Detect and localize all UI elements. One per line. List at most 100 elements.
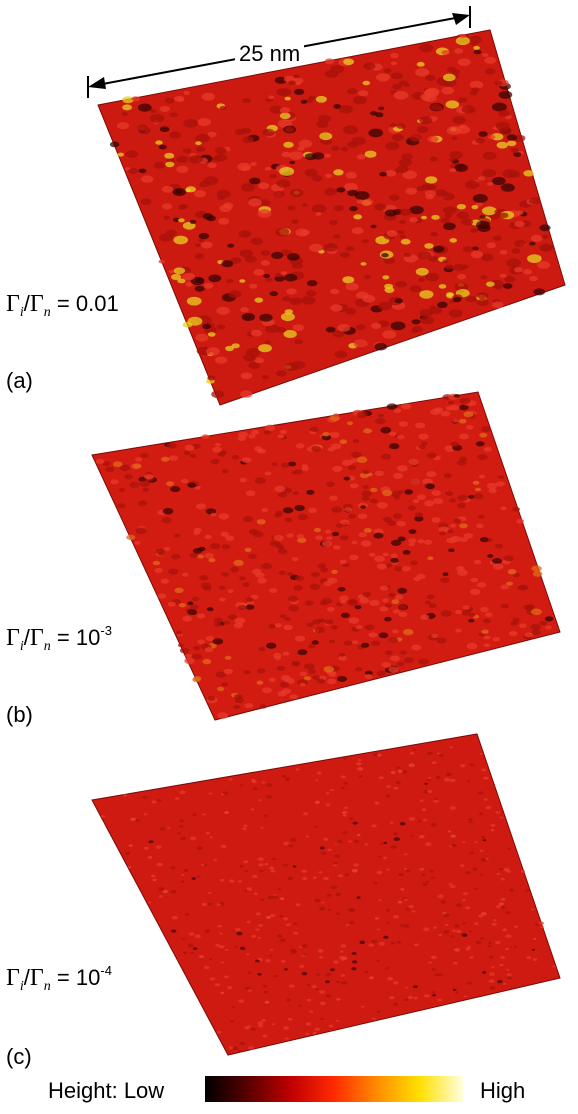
surface-bump xyxy=(182,148,192,154)
surface-bump xyxy=(483,643,491,648)
surface-bump xyxy=(197,875,201,878)
surface-bump xyxy=(279,681,290,688)
surface-bump xyxy=(118,488,126,492)
surface-bump xyxy=(117,152,124,157)
surface-bump xyxy=(264,1000,270,1004)
surface-bump xyxy=(217,712,229,719)
surface-bump xyxy=(530,608,542,616)
surface-bump xyxy=(482,206,497,216)
surface-bump xyxy=(347,189,359,197)
surface-bump xyxy=(288,605,299,612)
surface-bump xyxy=(356,411,368,418)
surface-bump xyxy=(379,171,387,177)
surface-bump xyxy=(390,53,399,59)
surface-bump xyxy=(238,880,243,883)
surface-bump xyxy=(198,232,210,240)
surface-bump xyxy=(488,213,500,220)
surface-bump xyxy=(369,111,378,116)
surface-bump xyxy=(143,813,148,816)
surface-bump xyxy=(193,645,201,651)
surface-bump xyxy=(311,204,327,214)
surface-bump xyxy=(215,147,227,155)
surface-bump xyxy=(364,970,369,974)
surface-bump xyxy=(488,979,495,983)
surface-bump xyxy=(390,558,399,563)
surface-bump xyxy=(456,211,469,220)
surface-bump xyxy=(479,752,483,755)
surface-bump xyxy=(418,433,429,440)
surface-bump xyxy=(485,805,492,810)
surface-bump xyxy=(208,792,213,795)
surface-bump xyxy=(269,948,274,951)
surface-bump xyxy=(252,787,258,791)
surface-bump xyxy=(260,898,265,901)
surface-bump xyxy=(289,160,296,165)
surface-bump xyxy=(233,622,244,629)
surface-bump xyxy=(480,912,487,916)
surface-bump xyxy=(499,867,504,871)
surface-bump xyxy=(514,925,518,928)
surface-bump xyxy=(459,537,468,543)
surface-bump xyxy=(261,781,266,784)
surface-bump xyxy=(293,585,303,591)
surface-bump xyxy=(161,517,172,524)
surface-bump xyxy=(482,168,497,178)
surface-bump xyxy=(266,795,273,799)
surface-bump xyxy=(368,976,374,980)
surface-bump xyxy=(234,617,246,625)
surface-bump xyxy=(241,457,252,463)
surface-bump xyxy=(340,775,346,779)
surface-bump xyxy=(301,466,310,472)
surface-bump xyxy=(201,863,205,867)
surface-bump xyxy=(473,493,484,500)
surface-bump xyxy=(340,974,345,977)
surface-bump xyxy=(427,135,439,143)
surface-bump xyxy=(306,622,314,628)
surface-bump xyxy=(159,105,170,112)
surface-bump xyxy=(292,491,300,495)
surface-bump xyxy=(228,290,242,298)
surface-bump xyxy=(439,531,447,536)
surface-bump xyxy=(156,862,163,867)
surface-bump xyxy=(525,889,530,892)
surface-bump xyxy=(258,344,272,353)
surface-bump xyxy=(170,486,181,493)
surface-bump xyxy=(326,893,332,897)
surface-bump xyxy=(362,80,371,86)
surface-bump xyxy=(278,570,286,576)
surface-bump xyxy=(195,333,209,342)
surface-bump xyxy=(158,144,167,150)
surface-bump xyxy=(390,553,398,558)
surface-bump xyxy=(461,933,468,937)
surface-bump xyxy=(479,873,483,876)
surface-bump xyxy=(349,817,354,820)
surface-bump xyxy=(376,1010,381,1013)
surface-bump xyxy=(414,516,424,522)
surface-bump xyxy=(361,495,370,501)
surface-bump xyxy=(314,825,318,828)
surface-bump xyxy=(339,105,353,114)
surface-bump xyxy=(216,324,226,330)
surface-bump xyxy=(299,682,306,687)
surface-bump xyxy=(232,1046,239,1051)
surface-bump xyxy=(482,839,487,842)
surface-bump xyxy=(472,246,479,251)
surface-bump xyxy=(407,995,413,1000)
surface-bump xyxy=(340,944,347,948)
surface-bump xyxy=(500,603,509,609)
surface-bump xyxy=(334,854,341,858)
surface-bump xyxy=(391,83,403,90)
surface-bump xyxy=(360,540,372,547)
surface-bump xyxy=(152,878,157,882)
surface-a-texture xyxy=(109,34,554,399)
surface-bump xyxy=(181,873,185,876)
surface-bump xyxy=(360,262,367,266)
surface-bump xyxy=(447,529,454,534)
surface-bump xyxy=(364,843,369,846)
surface-bump xyxy=(159,233,174,242)
surface-bump xyxy=(132,463,142,469)
surface-bump xyxy=(488,488,497,494)
surface-bump xyxy=(339,955,344,959)
surface-bump xyxy=(137,103,152,112)
surface-bump xyxy=(257,209,272,218)
